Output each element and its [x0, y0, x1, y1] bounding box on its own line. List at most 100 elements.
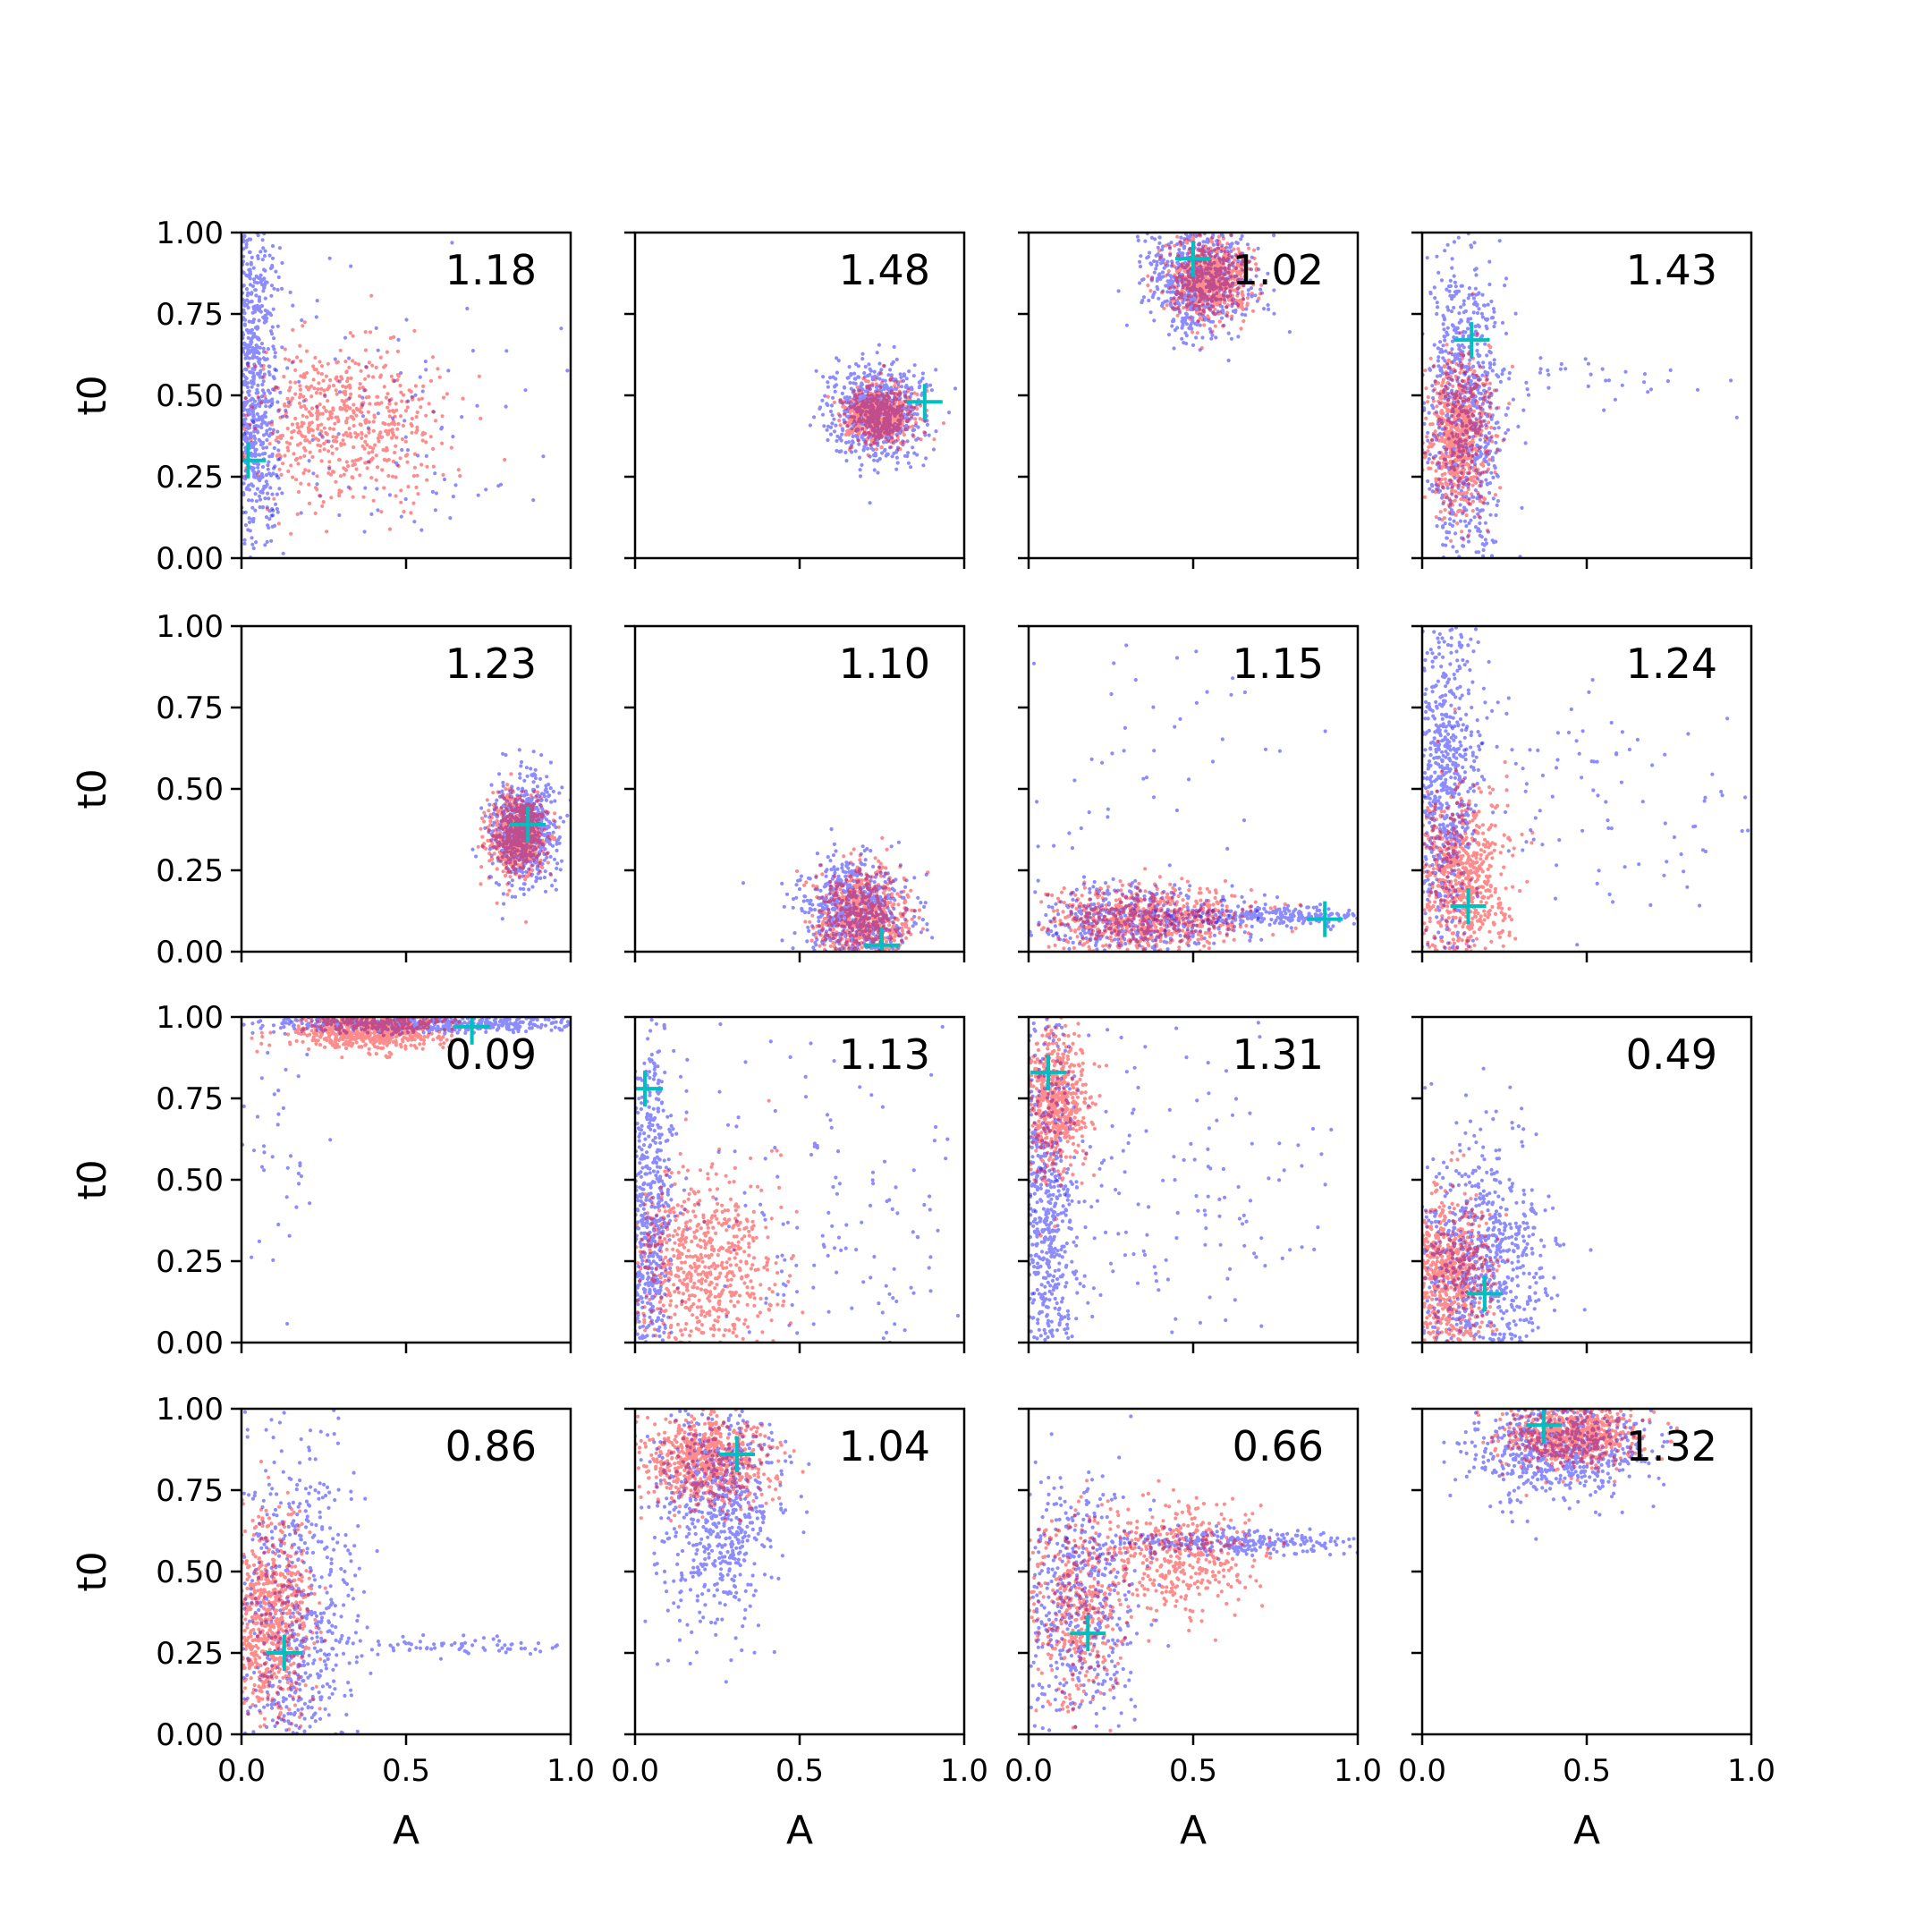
panel-value-label: 1.31: [1233, 1030, 1324, 1079]
points-group: [1422, 233, 1739, 558]
points-group: [242, 1409, 560, 1734]
y-tick-label: 0.50: [156, 378, 224, 414]
panel-value-label: 1.04: [839, 1422, 930, 1470]
red-point-cloud: [242, 1460, 327, 1732]
y-tick-label: 1.00: [156, 216, 224, 251]
panel-value-label: 1.15: [1233, 640, 1324, 688]
points-group: [470, 748, 571, 924]
y-tick-label: 0.75: [156, 1081, 224, 1117]
y-tick-label: 0.00: [156, 935, 224, 970]
y-tick-label: 0.75: [156, 297, 224, 333]
y-tick-label: 0.00: [156, 1326, 224, 1361]
points-group: [1116, 233, 1292, 363]
panel-value-label: 0.66: [1233, 1422, 1324, 1470]
red-point-cloud: [1422, 708, 1535, 952]
points-group: [808, 343, 958, 505]
red-point-cloud: [1057, 1479, 1286, 1642]
panel-value-label: 1.32: [1626, 1422, 1717, 1470]
panel-4: 1.43: [1411, 231, 1753, 569]
red-point-cloud: [826, 363, 946, 457]
y-tick-label: 0.75: [156, 1473, 224, 1509]
panel-3: 1.02: [1018, 231, 1360, 569]
points-group: [1442, 1409, 1680, 1541]
y-tick-label: 0.00: [156, 541, 224, 577]
reference-plus-marker: [266, 1635, 302, 1671]
panel-14: 0.0 0.5 1.0 1.04 A: [611, 1407, 988, 1853]
reference-plus-marker: [1070, 1615, 1106, 1652]
blue-point-cloud: [808, 343, 958, 505]
y-tick-label: 1.00: [156, 609, 224, 645]
panel-value-label: 0.49: [1626, 1030, 1717, 1079]
blue-point-cloud: [242, 1017, 571, 1038]
reference-plus-marker: [1450, 888, 1487, 925]
panel-value-label: 1.18: [445, 246, 537, 294]
panel-15: 0.0 0.5 1.0 0.66 A: [1004, 1407, 1382, 1853]
x-tick-label: 0.5: [382, 1753, 430, 1789]
blue-point-cloud: [242, 1409, 379, 1734]
panel-12: 0.49: [1411, 1015, 1753, 1353]
red-point-cloud: [250, 1017, 480, 1060]
panel-1: 0.00 0.25 0.50 0.75 1.00 1.18 t0: [70, 216, 572, 577]
panel-value-label: 1.43: [1626, 246, 1717, 294]
y-tick-label: 0.75: [156, 691, 224, 726]
x-tick-label: 0.0: [1004, 1753, 1053, 1789]
blue-point-cloud: [1422, 1066, 1593, 1343]
y-axis-label: t0: [70, 768, 115, 809]
x-axis-label: A: [1180, 1808, 1207, 1853]
panel-value-label: 1.10: [839, 640, 930, 688]
y-tick-label: 1.00: [156, 1392, 224, 1428]
y-axis-label: t0: [70, 1551, 115, 1591]
blue-point-cloud: [1046, 1523, 1358, 1562]
blue-point-cloud: [741, 826, 935, 952]
panel-16: 0.0 0.5 1.0 1.32 A: [1398, 1407, 1775, 1853]
points-group: [1422, 626, 1750, 952]
red-point-cloud: [635, 1098, 805, 1343]
panel-6: 1.10: [624, 624, 966, 962]
x-axis-label: A: [1573, 1808, 1600, 1853]
panel-value-label: 1.02: [1233, 246, 1324, 294]
x-tick-label: 1.0: [940, 1753, 988, 1789]
panel-value-label: 1.48: [839, 246, 930, 294]
reference-plus-marker: [1453, 322, 1490, 359]
reference-plus-marker: [719, 1436, 756, 1472]
panel-9: 0.00 0.25 0.50 0.75 1.00 0.09 t0: [70, 1000, 572, 1361]
red-point-cloud: [1146, 233, 1264, 351]
reference-plus-marker: [510, 807, 547, 843]
points-group: [635, 1018, 961, 1343]
reference-plus-marker: [906, 384, 943, 420]
y-tick-label: 0.25: [156, 1244, 224, 1280]
x-tick-label: 0.5: [1563, 1753, 1611, 1789]
x-axis-label: A: [786, 1808, 813, 1853]
blue-point-cloud: [678, 1021, 961, 1343]
reference-plus-marker: [635, 1071, 664, 1107]
x-tick-label: 0.0: [1398, 1753, 1446, 1789]
reference-plus-marker: [242, 442, 267, 479]
blue-point-cloud: [1029, 1017, 1103, 1342]
x-tick-label: 0.5: [1169, 1753, 1217, 1789]
panel-value-label: 0.09: [445, 1030, 537, 1079]
points-group: [1029, 643, 1358, 952]
blue-point-cloud: [242, 1020, 333, 1326]
panel-5: 0.00 0.25 0.50 0.75 1.00 1.23 t0: [70, 609, 572, 970]
blue-point-cloud: [1422, 626, 1499, 950]
blue-point-cloud: [242, 241, 570, 534]
reference-plus-marker: [1175, 241, 1211, 277]
y-tick-label: 0.00: [156, 1717, 224, 1753]
points-group: [741, 826, 935, 952]
x-tick-label: 0.0: [611, 1753, 659, 1789]
blue-point-cloud: [315, 1633, 560, 1661]
y-axis-label: t0: [70, 375, 115, 415]
x-tick-label: 0.0: [217, 1753, 266, 1789]
panel-8: 1.24: [1411, 624, 1753, 962]
panel-2: 1.48: [624, 231, 966, 569]
points-group: [242, 233, 570, 558]
x-axis-label: A: [393, 1808, 419, 1853]
red-point-cloud: [242, 293, 507, 536]
reference-plus-marker: [453, 1017, 490, 1045]
panel-7: 1.15: [1018, 624, 1360, 962]
points-group: [1422, 1066, 1593, 1343]
reference-plus-marker: [1526, 1409, 1563, 1444]
reference-plus-marker: [1307, 901, 1343, 937]
blue-point-cloud: [242, 233, 295, 558]
